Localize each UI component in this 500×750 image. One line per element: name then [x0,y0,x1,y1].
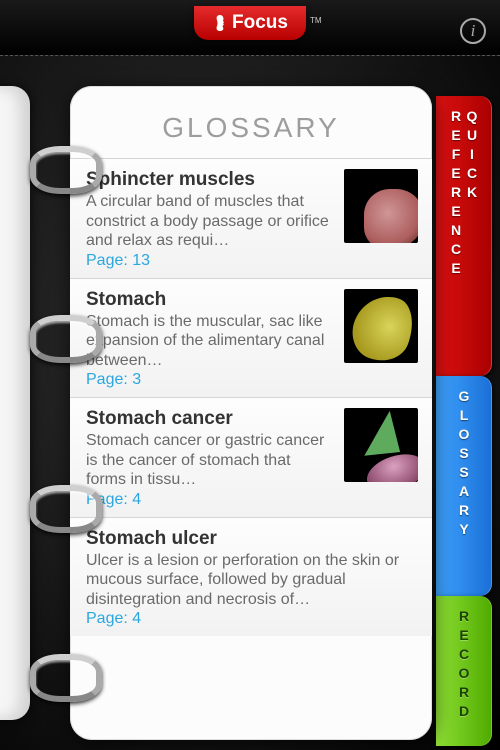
side-tabs: QUICK REFERENCE GLOSSARY RECORD [436,96,492,730]
glossary-entry[interactable]: Stomach ulcerUlcer is a lesion or perfor… [70,517,432,637]
entry-description: Ulcer is a lesion or perforation on the … [86,551,418,610]
entry-page-link[interactable]: Page: 13 [86,252,334,270]
entry-thumbnail [344,289,418,363]
entry-text: Sphincter musclesA circular band of musc… [86,169,334,270]
entry-page-link[interactable]: Page: 4 [86,610,418,628]
entry-title: Stomach ulcer [86,528,418,550]
tab-label: QUICK REFERENCE [448,108,480,376]
trademark-label: TM [310,16,322,25]
entry-thumbnail [344,408,418,482]
brand-badge: Focus [194,6,306,40]
brand-silhouette-icon [212,13,228,33]
tab-record[interactable]: RECORD [436,596,492,746]
glossary-entry[interactable]: Stomach cancerStomach cancer or gastric … [70,397,432,517]
previous-page-edge[interactable] [0,86,30,720]
tab-label: GLOSSARY [456,388,472,540]
glossary-page: GLOSSARY Sphincter musclesA circular ban… [70,86,432,740]
binder-ring-icon [30,315,90,351]
binder-ring-icon [30,654,90,690]
entry-page-link[interactable]: Page: 4 [86,491,334,509]
tab-label: RECORD [456,608,472,722]
entry-description: Stomach is the muscular, sac like expans… [86,312,334,371]
info-button[interactable]: i [460,18,486,44]
entry-text: Stomach cancerStomach cancer or gastric … [86,408,334,509]
entry-text: Stomach ulcerUlcer is a lesion or perfor… [86,528,418,629]
info-icon: i [471,21,476,40]
entry-description: A circular band of muscles that constric… [86,192,334,251]
entry-text: StomachStomach is the muscular, sac like… [86,289,334,390]
page-title: GLOSSARY [70,86,432,158]
glossary-entry[interactable]: StomachStomach is the muscular, sac like… [70,278,432,398]
glossary-list: Sphincter musclesA circular band of musc… [70,158,432,636]
brand-name: Focus [232,12,288,34]
top-bar: Focus TM i [0,0,500,56]
glossary-entry[interactable]: Sphincter musclesA circular band of musc… [70,158,432,278]
binder-ring-icon [30,485,90,521]
entry-description: Stomach cancer or gastric cancer is the … [86,431,334,490]
binder-rings [30,146,90,690]
entry-title: Stomach [86,289,334,311]
entry-thumbnail [344,169,418,243]
tab-quick-reference[interactable]: QUICK REFERENCE [436,96,492,376]
tab-glossary[interactable]: GLOSSARY [436,376,492,596]
binder-background: QUICK REFERENCE GLOSSARY RECORD GLOSSARY S… [0,56,500,750]
entry-title: Stomach cancer [86,408,334,430]
entry-title: Sphincter muscles [86,169,334,191]
binder-ring-icon [30,146,90,182]
entry-page-link[interactable]: Page: 3 [86,371,334,389]
